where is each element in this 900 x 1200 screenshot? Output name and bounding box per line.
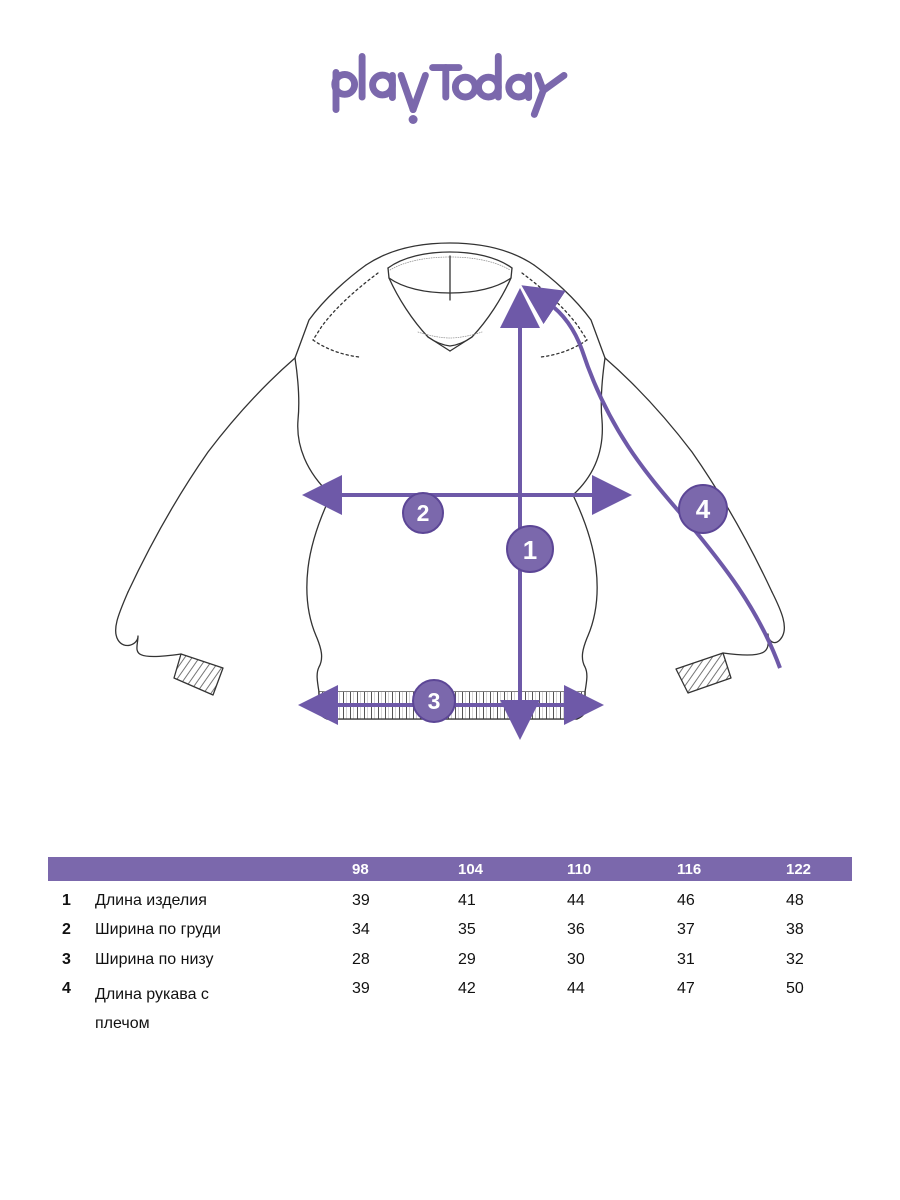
svg-text:1: 1 [523, 535, 537, 565]
svg-text:4: 4 [696, 494, 711, 524]
svg-text:3: 3 [428, 688, 441, 714]
svg-text:2: 2 [417, 500, 430, 526]
